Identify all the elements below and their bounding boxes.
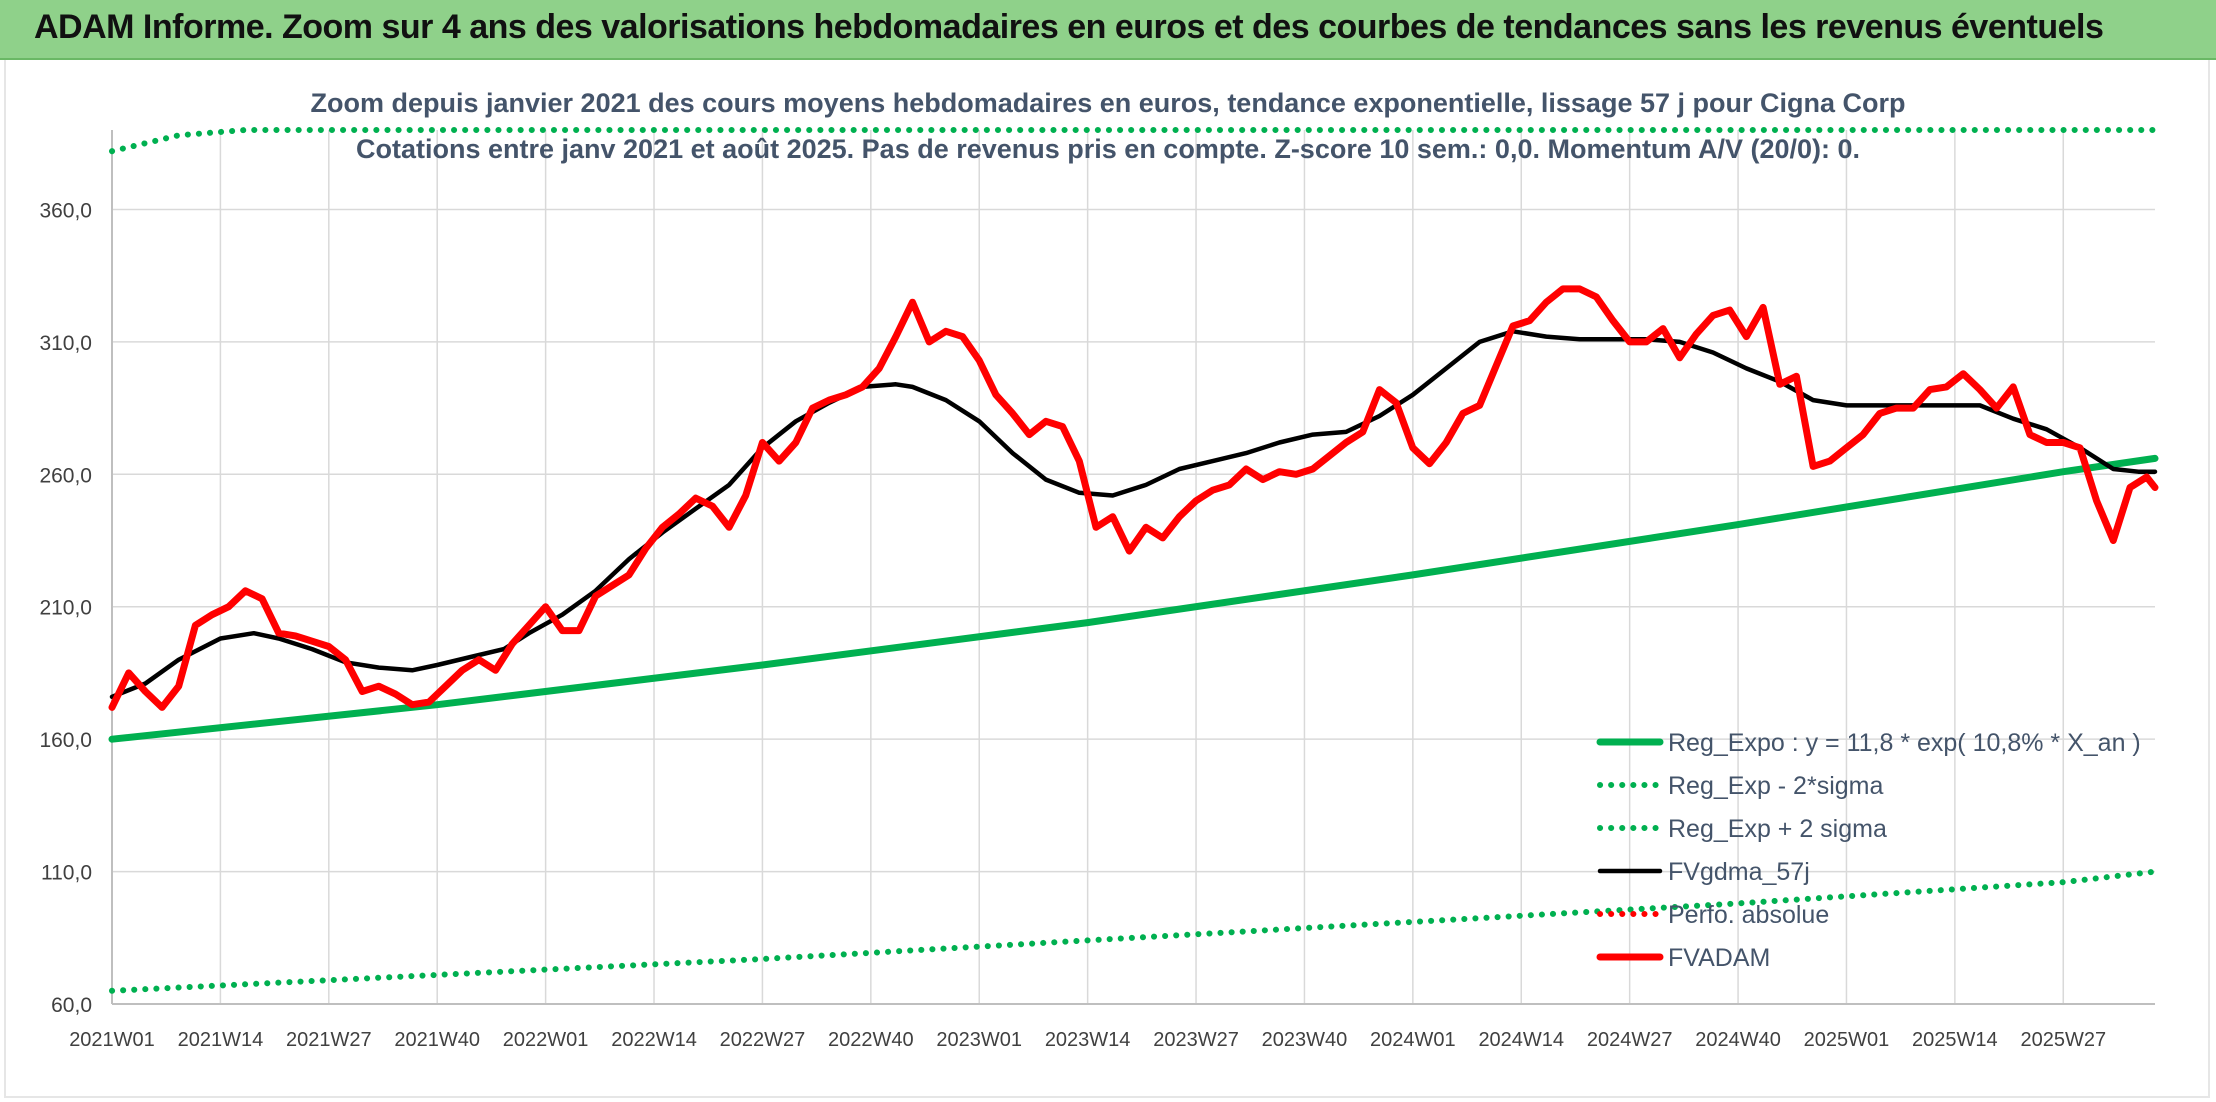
x-tick-label: 2021W27 — [286, 1029, 372, 1051]
series-layer — [108, 127, 2159, 994]
x-tick-label: 2022W14 — [611, 1029, 697, 1051]
report-banner: ADAM Informe. Zoom sur 4 ans des valoris… — [0, 0, 2216, 60]
x-tick-label: 2021W40 — [394, 1029, 480, 1051]
y-tick-label: 260,0 — [39, 464, 92, 487]
series-line-fvgdma-57j — [109, 329, 2158, 700]
grid-layer — [111, 130, 2155, 1005]
series-line-reg-expo-y-11-8-exp-10-8-x-an — [108, 454, 2159, 743]
y-tick-label: 160,0 — [39, 729, 92, 752]
x-tick-label: 2025W01 — [1804, 1029, 1890, 1051]
x-tick-label: 2022W01 — [503, 1029, 589, 1051]
x-tick-label: 2024W40 — [1695, 1029, 1781, 1051]
y-tick-label: 360,0 — [39, 199, 92, 222]
x-tick-label: 2023W14 — [1045, 1029, 1131, 1051]
legend-label: Reg_Expo : y = 11,8 * exp( 10,8% * X_an … — [1668, 729, 2141, 757]
x-tick-label: 2023W27 — [1153, 1029, 1239, 1051]
axis-labels: 60,0 110,0 160,0 210,0 260,0 310,0 360,0 2021W0… — [39, 199, 2106, 1051]
y-tick-label: 60,0 — [51, 994, 92, 1017]
chart-subtitle: Cotations entre janv 2021 et août 2025. … — [355, 134, 1861, 164]
x-tick-label: 2021W01 — [69, 1029, 155, 1051]
legend-label: Perfo. absolue — [1668, 901, 1829, 929]
chart-frame — [4, 60, 2210, 1098]
series-line-fvadam — [108, 285, 2159, 711]
x-tick-label: 2023W40 — [1262, 1029, 1348, 1051]
x-tick-label: 2022W27 — [720, 1029, 806, 1051]
report-title: ADAM Informe. Zoom sur 4 ans des valoris… — [34, 8, 2104, 46]
y-tick-label: 110,0 — [41, 862, 92, 885]
legend-label: FVgdma_57j — [1668, 858, 1810, 886]
x-tick-label: 2024W01 — [1370, 1029, 1456, 1051]
legend-label: FVADAM — [1668, 944, 1770, 972]
series-line-reg-exp-2-sigma — [109, 868, 2158, 994]
x-tick-label: 2021W14 — [178, 1029, 264, 1051]
x-tick-label: 2022W40 — [828, 1029, 914, 1051]
x-tick-label: 2024W27 — [1587, 1029, 1673, 1051]
chart-title: Zoom depuis janvier 2021 des cours moyen… — [310, 88, 1906, 118]
x-tick-label: 2025W14 — [1912, 1029, 1998, 1051]
x-tick-label: 2023W01 — [936, 1029, 1022, 1051]
y-tick-label: 310,0 — [39, 332, 92, 355]
legend-label: Reg_Exp + 2 sigma — [1668, 815, 1887, 843]
series-line-reg-exp-2-sigma — [109, 127, 2158, 155]
x-tick-label: 2025W27 — [2020, 1029, 2106, 1051]
y-tick-label: 210,0 — [39, 597, 92, 620]
legend-label: Reg_Exp - 2*sigma — [1668, 772, 1883, 800]
legend: Reg_Expo : y = 11,8 * exp( 10,8% * X_an … — [1596, 729, 2141, 972]
x-tick-label: 2024W14 — [1478, 1029, 1564, 1051]
